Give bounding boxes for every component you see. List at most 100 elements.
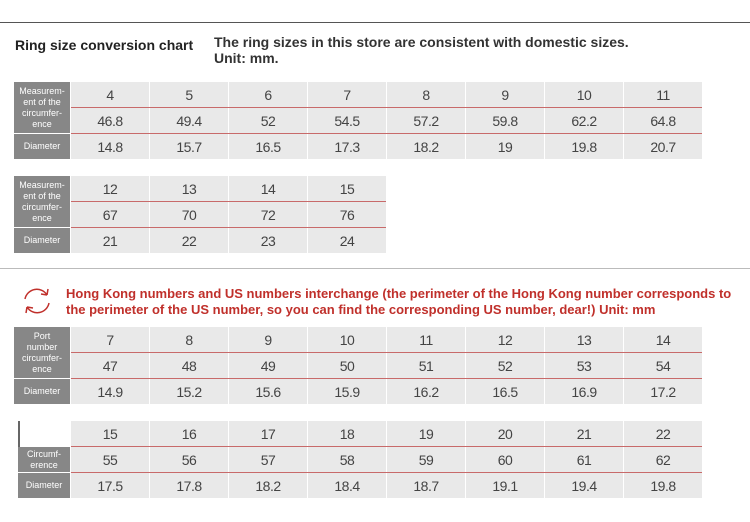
table-cell: 18.2 [229, 473, 307, 498]
label-line: ent of the [23, 96, 61, 107]
label-line: Diameter [25, 480, 63, 490]
row-divider [71, 446, 702, 447]
table-cell: 15.9 [308, 379, 386, 404]
table-cell: 48 [150, 353, 228, 378]
table-cell: 16.5 [466, 379, 544, 404]
table-cell: 59.8 [466, 108, 544, 133]
table-cell: 52 [466, 353, 544, 378]
label-line: circumfer- [22, 107, 62, 118]
row-label: Diameter [14, 379, 70, 404]
table-cell: 50 [308, 353, 386, 378]
table-cell: 16 [150, 421, 228, 446]
label-line: Measurem- [19, 179, 65, 190]
label-line: Diameter [23, 235, 61, 245]
table-cell: 19 [466, 134, 544, 159]
label-line: circumfer- [22, 352, 62, 363]
table-cell: 22 [624, 421, 702, 446]
table-cell: 16.5 [229, 134, 307, 159]
table-cell: 56 [150, 447, 228, 472]
table-cell: 16.9 [545, 379, 623, 404]
label-line: number [26, 341, 58, 352]
table-cell: 21 [71, 228, 149, 253]
table-cell: 14 [624, 327, 702, 352]
table-cell: 53 [545, 353, 623, 378]
table-cell: 70 [150, 202, 228, 227]
notice-line: the perimeter of the US number, so you c… [66, 302, 656, 317]
label-line: Port [33, 330, 51, 341]
table-cell: 8 [150, 327, 228, 352]
row-divider [71, 133, 702, 134]
table-cell: 18.4 [308, 473, 386, 498]
table-cell: 19 [387, 421, 465, 446]
row-divider [71, 472, 702, 473]
table-cell: 17.3 [308, 134, 386, 159]
table-cell: 60 [466, 447, 544, 472]
table-cell: 15 [308, 176, 386, 201]
table-cell: 49 [229, 353, 307, 378]
label-line: ence [32, 363, 52, 374]
table-cell: 49.4 [150, 108, 228, 133]
label-line: circumfer- [22, 201, 62, 212]
note-line: The ring sizes in this store are consist… [214, 34, 629, 50]
table-cell: 57.2 [387, 108, 465, 133]
row-label: Measurem-ent of the circumfer-ence [14, 176, 70, 227]
label-edge [18, 421, 20, 447]
table-cell: 61 [545, 447, 623, 472]
table-cell: 67 [71, 202, 149, 227]
row-label: Port number circumfer-ence [14, 327, 70, 378]
table-cell: 11 [387, 327, 465, 352]
table-cell: 14.9 [71, 379, 149, 404]
table-cell: 6 [229, 82, 307, 107]
label-line: ent of the [23, 190, 61, 201]
table-cell: 54.5 [308, 108, 386, 133]
label-line: Diameter [23, 386, 61, 396]
top-rule [0, 22, 750, 23]
table-cell: 13 [150, 176, 228, 201]
table-cell: 19.1 [466, 473, 544, 498]
table-cell: 9 [229, 327, 307, 352]
row-divider [71, 107, 702, 108]
row-label: Measurem-ent of the circumfer-ence [14, 82, 70, 133]
table-cell: 15.7 [150, 134, 228, 159]
table-cell: 20 [466, 421, 544, 446]
table-cell: 64.8 [624, 108, 702, 133]
swap-icon [24, 288, 50, 314]
table-cell: 10 [308, 327, 386, 352]
label-line: erence [30, 459, 58, 470]
note-line: Unit: mm. [214, 50, 279, 66]
table-cell: 51 [387, 353, 465, 378]
table-cell: 72 [229, 202, 307, 227]
table-cell: 20.7 [624, 134, 702, 159]
table-cell: 8 [387, 82, 465, 107]
notice-line: Hong Kong numbers and US numbers interch… [66, 286, 732, 301]
table-cell: 62 [624, 447, 702, 472]
table-cell: 14 [229, 176, 307, 201]
table-cell: 18.2 [387, 134, 465, 159]
label-line: Measurem- [19, 85, 65, 96]
table-cell: 17 [229, 421, 307, 446]
table-cell: 17.8 [150, 473, 228, 498]
table-cell: 7 [308, 82, 386, 107]
table-cell: 24 [308, 228, 386, 253]
title: Ring size conversion chart [15, 37, 194, 53]
row-divider [71, 201, 386, 202]
table-cell: 10 [545, 82, 623, 107]
table-cell: 5 [150, 82, 228, 107]
row-divider [71, 352, 702, 353]
table-cell: 58 [308, 447, 386, 472]
table-cell: 12 [71, 176, 149, 201]
table-cell: 19.4 [545, 473, 623, 498]
table-cell: 46.8 [71, 108, 149, 133]
label-line: Circumf- [27, 448, 61, 459]
row-divider [71, 227, 386, 228]
table-cell: 16.2 [387, 379, 465, 404]
table-cell: 18.7 [387, 473, 465, 498]
table-cell: 9 [466, 82, 544, 107]
table-cell: 15 [71, 421, 149, 446]
table-cell: 21 [545, 421, 623, 446]
table-cell: 47 [71, 353, 149, 378]
row-label: Diameter [18, 473, 70, 498]
table-cell: 62.2 [545, 108, 623, 133]
table-cell: 76 [308, 202, 386, 227]
